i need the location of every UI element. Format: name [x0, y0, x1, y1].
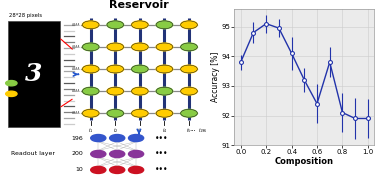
Text: •••: ••• [155, 134, 169, 142]
Circle shape [107, 21, 124, 29]
Circle shape [132, 65, 148, 73]
Y-axis label: Accuracy [%]: Accuracy [%] [211, 52, 220, 102]
Circle shape [129, 166, 144, 173]
Circle shape [82, 21, 99, 29]
Circle shape [156, 43, 173, 51]
Circle shape [156, 109, 173, 117]
Text: Self-Rectifying: Self-Rectifying [19, 81, 57, 86]
Text: •••: ••• [155, 165, 169, 174]
Circle shape [82, 87, 99, 95]
Text: Readout layer: Readout layer [11, 152, 55, 156]
Circle shape [181, 43, 197, 51]
Text: 200: 200 [71, 152, 83, 156]
Text: 28*28 pixels: 28*28 pixels [9, 13, 43, 18]
Circle shape [6, 81, 17, 86]
Circle shape [107, 109, 124, 117]
Circle shape [82, 109, 99, 117]
Text: AAAA: AAAA [72, 45, 80, 49]
Circle shape [129, 150, 144, 158]
Circle shape [107, 65, 124, 73]
Text: $i_1$: $i_1$ [88, 127, 93, 135]
Circle shape [132, 43, 148, 51]
Circle shape [91, 166, 106, 173]
Text: ...: ... [189, 126, 196, 132]
Circle shape [156, 21, 173, 29]
Circle shape [82, 65, 99, 73]
Circle shape [132, 87, 148, 95]
Circle shape [107, 87, 124, 95]
Circle shape [82, 43, 99, 51]
Circle shape [181, 21, 197, 29]
Text: 3: 3 [25, 62, 43, 86]
Circle shape [156, 65, 173, 73]
Circle shape [181, 109, 197, 117]
Circle shape [110, 150, 125, 158]
X-axis label: Composition: Composition [275, 157, 334, 166]
Text: $i_2$: $i_2$ [113, 127, 118, 135]
Circle shape [129, 135, 144, 142]
Text: 10: 10 [75, 167, 83, 172]
Circle shape [132, 21, 148, 29]
Text: AAAA: AAAA [72, 89, 80, 93]
Text: Leaky: Leaky [19, 91, 34, 96]
Text: AAAA: AAAA [72, 111, 80, 115]
Circle shape [107, 43, 124, 51]
Text: •••: ••• [155, 150, 169, 158]
Circle shape [91, 150, 106, 158]
Text: Reservoir: Reservoir [109, 0, 169, 10]
Circle shape [110, 135, 125, 142]
Circle shape [181, 65, 197, 73]
Circle shape [6, 91, 17, 96]
Circle shape [91, 135, 106, 142]
Text: $i_4$: $i_4$ [162, 127, 167, 135]
Circle shape [181, 87, 197, 95]
Text: 196: 196 [71, 136, 83, 141]
Circle shape [132, 109, 148, 117]
Circle shape [156, 87, 173, 95]
Text: $i_{196}$: $i_{196}$ [198, 126, 208, 135]
FancyBboxPatch shape [8, 21, 60, 127]
Text: AAAA: AAAA [72, 23, 80, 27]
Text: $i_5$: $i_5$ [186, 127, 192, 135]
Text: AAAA: AAAA [72, 67, 80, 71]
Text: $i_3$: $i_3$ [137, 127, 143, 135]
Circle shape [110, 166, 125, 173]
